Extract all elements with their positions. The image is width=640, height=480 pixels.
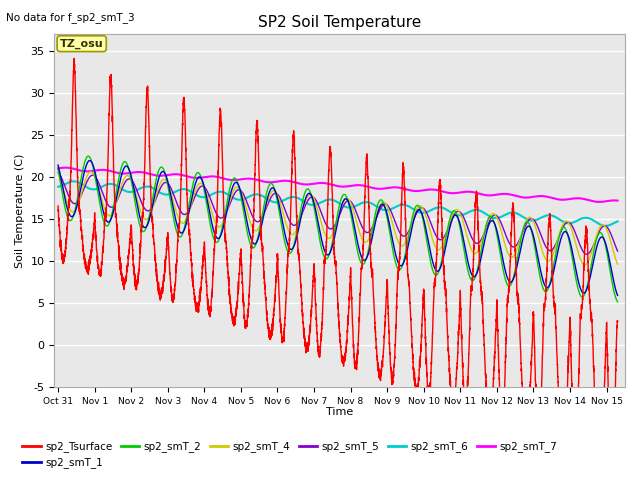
sp2_smT_2 bbox=[515, 251, 522, 256]
sp2_smT_1 bbox=[515, 258, 522, 264]
sp2_smT_7 bbox=[614, 198, 621, 204]
sp2_smT_5 bbox=[54, 169, 62, 175]
sp2_smT_1 bbox=[390, 243, 397, 249]
sp2_smT_6 bbox=[602, 223, 609, 229]
sp2_smT_6 bbox=[472, 207, 479, 213]
sp2_smT_1 bbox=[54, 162, 62, 168]
sp2_smT_7 bbox=[54, 166, 62, 171]
sp2_smT_5 bbox=[472, 240, 479, 246]
sp2_smT_4 bbox=[87, 169, 95, 175]
sp2_smT_5 bbox=[583, 252, 591, 257]
sp2_smT_4 bbox=[268, 189, 276, 194]
sp2_smT_1 bbox=[268, 185, 276, 191]
Text: TZ_osu: TZ_osu bbox=[60, 38, 104, 49]
sp2_smT_1 bbox=[614, 292, 621, 298]
sp2_smT_4 bbox=[54, 169, 62, 175]
sp2_smT_6 bbox=[418, 210, 426, 216]
sp2_Tsurface bbox=[413, 393, 420, 398]
sp2_smT_7 bbox=[268, 180, 276, 185]
sp2_smT_2 bbox=[472, 273, 479, 279]
sp2_smT_7 bbox=[390, 184, 397, 190]
sp2_smT_2 bbox=[84, 153, 92, 159]
sp2_smT_2 bbox=[54, 166, 62, 172]
sp2_smT_6 bbox=[156, 190, 164, 195]
sp2_smT_2 bbox=[614, 299, 621, 305]
Line: sp2_smT_7: sp2_smT_7 bbox=[58, 168, 618, 202]
sp2_smT_5 bbox=[390, 215, 397, 221]
sp2_smT_1 bbox=[86, 157, 93, 163]
sp2_smT_4 bbox=[156, 181, 164, 187]
Y-axis label: Soil Temperature (C): Soil Temperature (C) bbox=[15, 153, 25, 268]
sp2_smT_4 bbox=[418, 204, 426, 210]
sp2_smT_4 bbox=[390, 225, 397, 231]
sp2_Tsurface bbox=[54, 203, 62, 209]
sp2_smT_4 bbox=[614, 262, 621, 267]
sp2_smT_5 bbox=[515, 240, 522, 246]
sp2_Tsurface bbox=[419, 314, 426, 320]
Line: sp2_smT_5: sp2_smT_5 bbox=[58, 172, 618, 254]
sp2_Tsurface bbox=[268, 333, 276, 338]
sp2_smT_6 bbox=[614, 218, 621, 224]
sp2_Tsurface bbox=[472, 193, 479, 199]
sp2_smT_5 bbox=[156, 187, 164, 192]
sp2_smT_6 bbox=[515, 211, 522, 217]
sp2_smT_5 bbox=[614, 248, 621, 254]
sp2_smT_7 bbox=[472, 190, 479, 196]
sp2_Tsurface bbox=[614, 318, 621, 324]
sp2_smT_6 bbox=[390, 205, 397, 211]
sp2_smT_7 bbox=[515, 193, 522, 199]
sp2_smT_7 bbox=[61, 165, 69, 170]
sp2_smT_7 bbox=[418, 188, 426, 193]
sp2_smT_6 bbox=[54, 184, 62, 190]
sp2_smT_5 bbox=[268, 193, 276, 199]
sp2_smT_2 bbox=[268, 181, 276, 187]
sp2_smT_2 bbox=[418, 213, 426, 218]
sp2_smT_1 bbox=[418, 211, 426, 217]
sp2_smT_4 bbox=[581, 262, 589, 268]
Line: sp2_smT_1: sp2_smT_1 bbox=[58, 160, 618, 295]
sp2_Tsurface bbox=[70, 56, 78, 61]
sp2_smT_4 bbox=[472, 251, 479, 256]
Line: sp2_smT_2: sp2_smT_2 bbox=[58, 156, 618, 302]
Line: sp2_smT_6: sp2_smT_6 bbox=[58, 181, 618, 226]
sp2_smT_1 bbox=[472, 273, 479, 278]
Line: sp2_smT_4: sp2_smT_4 bbox=[58, 172, 618, 265]
sp2_smT_6 bbox=[70, 179, 77, 184]
sp2_Tsurface bbox=[515, 301, 522, 307]
Line: sp2_Tsurface: sp2_Tsurface bbox=[58, 59, 618, 396]
sp2_smT_2 bbox=[156, 166, 164, 171]
sp2_Tsurface bbox=[390, 369, 397, 374]
sp2_smT_7 bbox=[595, 199, 603, 205]
Legend: sp2_Tsurface, sp2_smT_1, sp2_smT_2, sp2_smT_4, sp2_smT_5, sp2_smT_6, sp2_smT_7: sp2_Tsurface, sp2_smT_1, sp2_smT_2, sp2_… bbox=[18, 437, 561, 472]
sp2_smT_6 bbox=[268, 199, 276, 204]
sp2_smT_2 bbox=[390, 252, 397, 258]
Title: SP2 Soil Temperature: SP2 Soil Temperature bbox=[258, 15, 421, 30]
sp2_smT_4 bbox=[515, 243, 522, 249]
sp2_smT_7 bbox=[156, 173, 164, 179]
sp2_Tsurface bbox=[156, 288, 164, 294]
Text: No data for f_sp2_smT_3: No data for f_sp2_smT_3 bbox=[6, 12, 135, 23]
sp2_smT_5 bbox=[418, 205, 426, 211]
X-axis label: Time: Time bbox=[326, 407, 353, 417]
sp2_smT_1 bbox=[156, 172, 164, 178]
